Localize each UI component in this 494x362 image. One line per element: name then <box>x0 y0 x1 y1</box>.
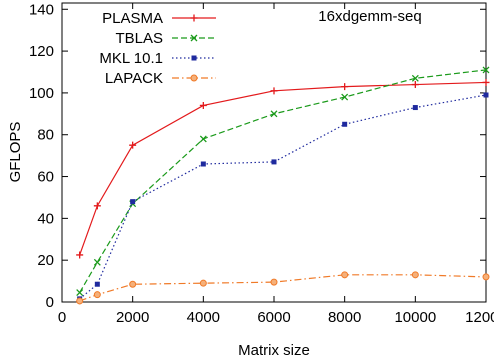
data-point <box>129 141 137 149</box>
data-point <box>482 273 490 281</box>
data-point <box>76 289 84 297</box>
data-point <box>129 280 137 288</box>
series-line <box>79 69 487 293</box>
data-point <box>76 297 84 305</box>
legend-label: MKL 10.1 <box>99 50 163 67</box>
data-point <box>341 271 349 279</box>
plot-frame <box>61 2 487 303</box>
x-tick-label: 4000 <box>187 309 220 326</box>
series-plasma <box>76 78 490 259</box>
data-point <box>199 135 207 143</box>
x-axis-title: Matrix size <box>238 342 310 359</box>
x-tick-label: 0 <box>58 309 66 326</box>
data-point <box>412 105 418 111</box>
legend-item: LAPACK <box>105 70 216 87</box>
data-point <box>482 78 490 86</box>
legend-item: TBLAS <box>115 30 216 47</box>
y-axis: 0 20 40 60 80 100 120 140 <box>29 1 486 311</box>
data-point <box>482 66 490 74</box>
data-point <box>483 92 489 98</box>
data-point <box>200 161 206 167</box>
chart-title: 16xdgemm-seq <box>318 8 421 25</box>
y-tick-label: 60 <box>37 169 54 186</box>
data-point <box>190 34 198 42</box>
data-point <box>93 202 101 210</box>
y-axis-title: GFLOPS <box>7 122 24 183</box>
data-point <box>411 74 419 82</box>
data-point <box>411 81 419 89</box>
data-point <box>411 271 419 279</box>
data-point <box>270 278 278 286</box>
x-tick-label: 10000 <box>394 309 436 326</box>
series-lapack <box>76 271 490 305</box>
legend-label: LAPACK <box>105 70 163 87</box>
legend-label: TBLAS <box>115 30 163 47</box>
y-tick-label: 40 <box>37 210 54 227</box>
y-tick-label: 140 <box>29 1 54 18</box>
data-point <box>190 14 198 22</box>
data-point <box>191 55 197 61</box>
x-tick-label: 8000 <box>328 309 361 326</box>
legend-item: PLASMA <box>102 10 216 27</box>
series-line <box>79 274 487 302</box>
data-point <box>199 279 207 287</box>
x-axis: 0 2000 4000 6000 8000 10000 12000 <box>58 3 494 326</box>
data-point <box>93 258 101 266</box>
y-tick-label: 120 <box>29 43 54 60</box>
legend-label: PLASMA <box>102 10 163 27</box>
y-tick-label: 20 <box>37 252 54 269</box>
data-point <box>94 281 100 287</box>
series-tblas <box>76 66 490 297</box>
data-point <box>93 291 101 299</box>
data-point <box>270 87 278 95</box>
data-point <box>341 83 349 91</box>
series-line <box>79 94 487 300</box>
data-point <box>190 74 198 82</box>
y-tick-label: 80 <box>37 127 54 144</box>
data-point <box>271 159 277 165</box>
series-line <box>79 81 487 256</box>
series-layer <box>76 66 490 305</box>
data-point <box>130 199 136 205</box>
data-point <box>342 121 348 127</box>
legend: PLASMA TBLAS MKL 10.1 LAPACK <box>99 10 216 87</box>
data-point <box>341 93 349 101</box>
x-tick-label: 6000 <box>257 309 290 326</box>
x-tick-label: 2000 <box>116 309 149 326</box>
y-tick-label: 0 <box>46 294 54 311</box>
legend-item: MKL 10.1 <box>99 50 216 67</box>
y-tick-label: 100 <box>29 85 54 102</box>
data-point <box>270 110 278 118</box>
series-mkl-10-1 <box>77 92 489 302</box>
x-tick-label: 12000 <box>465 309 494 326</box>
data-point <box>199 101 207 109</box>
data-point <box>76 251 84 259</box>
